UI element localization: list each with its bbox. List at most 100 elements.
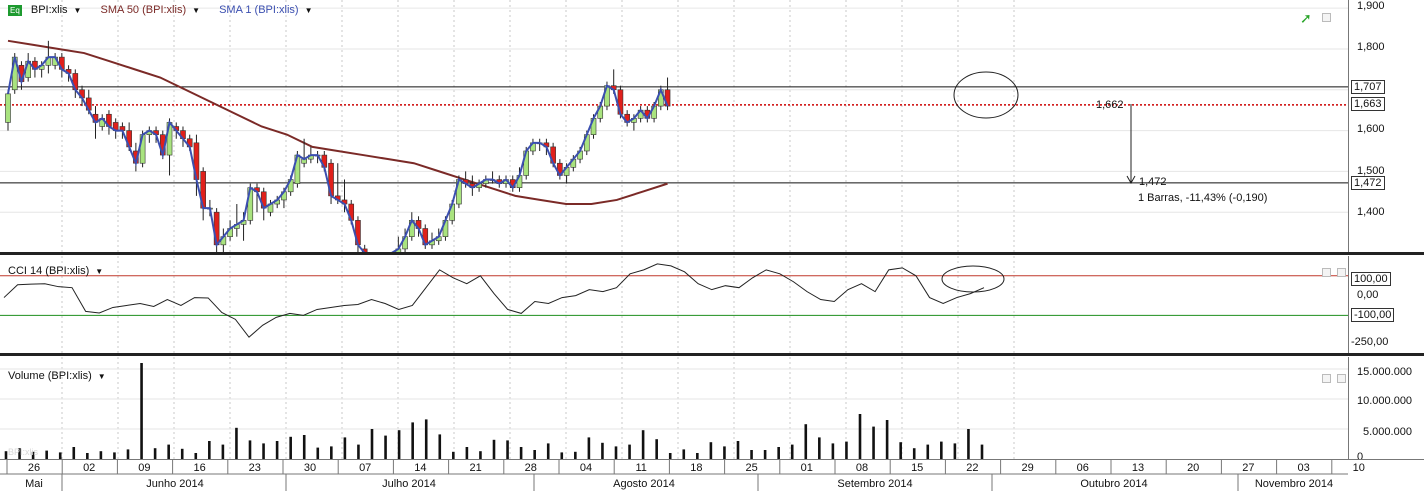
day-tick-label: 18 [690, 462, 702, 474]
volume-bar [777, 447, 780, 459]
volume-plot[interactable] [0, 357, 1348, 459]
day-tick-label: 27 [1242, 462, 1254, 474]
volume-bar [926, 444, 930, 459]
day-tick-label: 29 [1021, 462, 1033, 474]
volume-bar [831, 443, 835, 459]
volume-bar [912, 448, 916, 459]
chevron-down-icon[interactable]: ▼ [304, 6, 313, 15]
pane-maximize-icon[interactable] [1322, 13, 1331, 22]
volume-bar [45, 450, 48, 459]
volume-bar [452, 451, 455, 459]
pane-close-icon[interactable] [1337, 374, 1346, 383]
volume-bar [411, 422, 414, 459]
watermark: BPI:xlis [8, 447, 39, 457]
day-tick-label: 21 [469, 462, 481, 474]
day-tick-label: 01 [801, 462, 813, 474]
volume-bar [343, 437, 347, 459]
day-tick-label: 20 [1187, 462, 1199, 474]
volume-bar [275, 441, 279, 459]
sma50-label[interactable]: SMA 50 (BPI:xlis) [100, 4, 187, 16]
day-tick-label: 30 [304, 462, 316, 474]
price-pane[interactable]: Eq BPI:xlis ▼ SMA 50 (BPI:xlis) ▼ SMA 1 (B… [0, 0, 1348, 255]
volume-bar [384, 435, 387, 459]
volume-bar [763, 450, 767, 459]
volume-bar [167, 444, 170, 459]
day-tick-label: 09 [138, 462, 150, 474]
equity-badge: Eq [8, 5, 22, 16]
month-label: Outubro 2014 [1080, 478, 1147, 490]
volume-bar [18, 448, 21, 459]
day-tick-label: 26 [28, 462, 40, 474]
cci-pane[interactable]: CCI 14 (BPI:xlis) ▼ [0, 256, 1348, 353]
chevron-down-icon[interactable]: ▼ [73, 6, 82, 15]
volume-bar [980, 444, 984, 459]
day-tick-label: 04 [580, 462, 592, 474]
price-tick: 1,400 [1357, 206, 1385, 218]
trend-arrow-icon[interactable]: ➚ [1300, 10, 1312, 26]
volume-bar [99, 451, 103, 459]
chevron-down-icon[interactable]: ▼ [192, 6, 201, 15]
volume-bar [790, 444, 794, 459]
volume-bar [58, 452, 62, 459]
chevron-down-icon[interactable]: ▼ [97, 372, 106, 381]
day-tick-label: 22 [966, 462, 978, 474]
chevron-down-icon[interactable]: ▼ [95, 267, 104, 276]
volume-tick: 5.000.000 [1363, 426, 1412, 438]
cci-tick: 0,00 [1357, 289, 1379, 301]
volume-bar [885, 420, 889, 459]
time-axis-plot[interactable]: 26 02 09 16 23 30 07 14 21 28 04 11 18 25 01 08 15 22 29 06… [0, 460, 1424, 491]
day-tick-label: 08 [856, 462, 868, 474]
price-axis[interactable]: 1,900 1,800 1,600 1,500 1,400 1,707 1,66… [1348, 0, 1424, 253]
month-label: Junho 2014 [146, 478, 204, 490]
volume-bar [574, 451, 577, 459]
pane-splitter[interactable] [0, 353, 1424, 356]
month-label: Julho 2014 [382, 478, 436, 490]
volume-bar [872, 426, 875, 459]
volume-bar [858, 414, 862, 459]
volume-bar [330, 446, 333, 459]
cci-label[interactable]: CCI 14 (BPI:xlis) [8, 265, 90, 277]
volume-tick: 10.000.000 [1357, 395, 1413, 407]
day-tick-label: 14 [414, 462, 426, 474]
volume-bar [302, 435, 306, 459]
pane-maximize-icon[interactable] [1322, 374, 1331, 383]
volume-tick: 0 [1357, 451, 1364, 463]
time-axis[interactable]: 26 02 09 16 23 30 07 14 21 28 04 11 18 25 01 08 15 22 29 06… [0, 459, 1424, 491]
volume-bar [641, 430, 645, 459]
volume-label[interactable]: Volume (BPI:xlis) [8, 370, 92, 382]
volume-bar [289, 436, 292, 459]
month-label: Mai [25, 478, 43, 490]
cci-plot[interactable] [0, 256, 1348, 353]
volume-header: Volume (BPI:xlis) ▼ [8, 370, 112, 382]
volume-bar [180, 448, 184, 459]
volume-bar [506, 440, 509, 459]
volume-bar [560, 452, 564, 459]
day-tick-label: 02 [83, 462, 95, 474]
price-plot[interactable] [0, 0, 1348, 255]
cci-axis[interactable]: 100,00 0,00 -100,00 -250,00 [1348, 256, 1424, 353]
measure-start-value: 1,662 [1096, 99, 1124, 111]
volume-bar [682, 449, 686, 459]
day-tick-label: 28 [525, 462, 537, 474]
volume-bar [845, 441, 848, 459]
volume-pane[interactable]: Volume (BPI:xlis) ▼ BPI:xlis [0, 357, 1348, 459]
price-tick: 1,800 [1357, 41, 1385, 53]
volume-bar [86, 453, 89, 459]
pane-splitter[interactable] [0, 252, 1424, 255]
pane-close-icon[interactable] [1337, 268, 1346, 277]
volume-bar [533, 450, 536, 459]
volume-bar [709, 442, 713, 459]
day-tick-label: 25 [745, 462, 757, 474]
price-tag-low: 1,472 [1351, 176, 1385, 190]
volume-axis[interactable]: 15.000.000 10.000.000 5.000.000 0 [1348, 357, 1424, 463]
pane-maximize-icon[interactable] [1322, 268, 1331, 277]
volume-bar [655, 439, 658, 459]
day-tick-label: 16 [193, 462, 205, 474]
volume-bar [316, 447, 320, 459]
highlight-circle [953, 71, 1019, 119]
price-tick: 1,900 [1357, 0, 1385, 12]
price-series-label[interactable]: BPI:xlis [30, 4, 68, 16]
highlight-circle [941, 265, 1005, 293]
sma1-label[interactable]: SMA 1 (BPI:xlis) [219, 4, 299, 16]
